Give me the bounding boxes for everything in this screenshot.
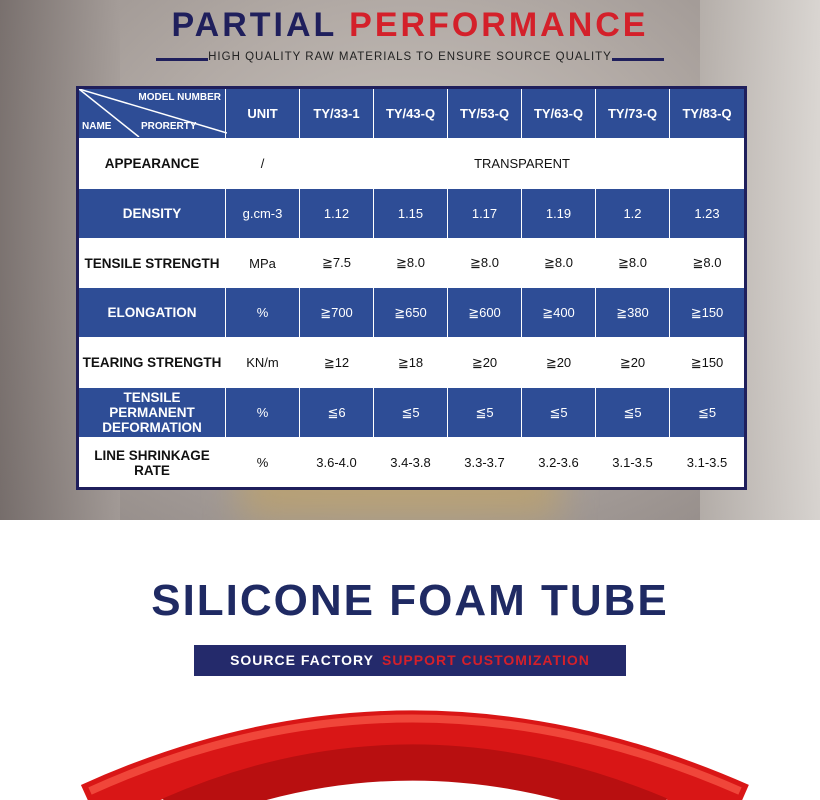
value-cell: ≧150	[669, 337, 746, 389]
model-header: TY/43-Q	[373, 87, 448, 139]
diagonal	[79, 89, 227, 134]
unit-cell: %	[225, 387, 300, 439]
badge-left: SOURCE FACTORY	[230, 652, 374, 668]
value-cell: 1.19	[521, 187, 596, 239]
unit-cell: g.cm-3	[225, 187, 300, 239]
unit-cell: /	[225, 137, 300, 189]
value-cell: 3.3-3.7	[447, 437, 522, 489]
value-cell: 3.4-3.8	[373, 437, 448, 489]
value-cell: ≦6	[299, 387, 374, 439]
model-header: TY/73-Q	[595, 87, 670, 139]
value-cell: ≦5	[595, 387, 670, 439]
corner-diagonals	[79, 89, 227, 137]
value-cell: ≧8.0	[447, 237, 522, 289]
property-name: TEARING STRENGTH	[77, 337, 226, 389]
data-row: LINE SHRINKAGE RATE% 3.6-4.0 3.4-3.8 3.3-3.…	[77, 437, 746, 489]
value-cell: ≧8.0	[669, 237, 746, 289]
model-header: TY/53-Q	[447, 87, 522, 139]
model-header: TY/63-Q	[521, 87, 596, 139]
value-cell: ≧650	[373, 287, 448, 339]
value-cell: ≧400	[521, 287, 596, 339]
value-cell: ≧700	[299, 287, 374, 339]
value-cell: ≧600	[447, 287, 522, 339]
unit-header: UNIT	[225, 87, 300, 139]
section-title: SILICONE FOAM TUBE	[151, 576, 669, 625]
data-row: TENSILE STRENGTH MPa ≧7.5 ≧8.0 ≧8.0 ≧8.0 ≧8.0 ≧…	[77, 237, 746, 289]
value-cell: ≦5	[521, 387, 596, 439]
unit-cell: MPa	[225, 237, 300, 289]
value-cell: ≧150	[669, 287, 746, 339]
unit-cell: %	[225, 437, 300, 489]
data-row: TENSILE PERMANENT DEFORMATION% ≦6 ≦5 ≦5 ≦5 ≦5…	[77, 387, 746, 439]
tube-highlight	[88, 714, 742, 795]
value-cell: ≧8.0	[521, 237, 596, 289]
property-name: TENSILE STRENGTH	[77, 237, 226, 289]
data-row: DENSITY g.cm-3 1.12 1.15 1.17 1.19 1.2 1.23	[77, 187, 746, 239]
diagonal	[79, 89, 140, 137]
value-cell: ≦5	[669, 387, 746, 439]
unit-cell: %	[225, 287, 300, 339]
value-cell: ≧18	[373, 337, 448, 389]
unit-cell: KN/m	[225, 337, 300, 389]
subtitle: HIGH QUALITY RAW MATERIALS TO ENSURE SOU…	[156, 51, 664, 63]
value-cell: ≦5	[447, 387, 522, 439]
value-cell: ≦5	[373, 387, 448, 439]
property-name: ELONGATION	[77, 287, 226, 339]
value-cell: ≧380	[595, 287, 670, 339]
value-cell: 3.1-3.5	[669, 437, 746, 489]
property-name: LINE SHRINKAGE RATE	[77, 437, 226, 489]
value-cell: 1.23	[669, 187, 746, 239]
value-cell: ≧12	[299, 337, 374, 389]
header-row: MODEL NUMBER NAME PRORERTY UNIT TY/33-1 TY/43…	[77, 87, 746, 139]
corner-cell: MODEL NUMBER NAME PRORERTY	[77, 87, 227, 139]
merged-value: TRANSPARENT	[299, 137, 746, 189]
value-cell: 1.12	[299, 187, 374, 239]
property-name: TENSILE PERMANENT DEFORMATION	[77, 387, 226, 439]
model-header: TY/33-1	[299, 87, 374, 139]
value-cell: 1.2	[595, 187, 670, 239]
tube-shape	[162, 744, 667, 800]
value-cell: ≧20	[521, 337, 596, 389]
value-cell: ≧8.0	[595, 237, 670, 289]
value-cell: ≧8.0	[373, 237, 448, 289]
value-cell: ≧20	[595, 337, 670, 389]
value-cell: ≧20	[447, 337, 522, 389]
corner-left: NAME	[82, 121, 112, 132]
title-right: PERFORMANCE	[349, 6, 649, 44]
badge: SOURCE FACTORY SUPPORT CUSTOMIZATION	[194, 645, 626, 676]
data-row: TEARING STRENGTH KN/m ≧12 ≧18 ≧20 ≧20 ≧20 ≧150	[77, 337, 746, 389]
corner-middle: PRORERTY	[141, 121, 197, 132]
value-cell: 3.6-4.0	[299, 437, 374, 489]
tube-image	[80, 710, 749, 800]
data-row: ELONGATION% ≧700 ≧650 ≧600 ≧400 ≧380 ≧150	[77, 287, 746, 339]
model-header: TY/83-Q	[669, 87, 746, 139]
value-cell: 3.2-3.6	[521, 437, 596, 489]
corner-top: MODEL NUMBER	[138, 92, 221, 103]
tube-shape	[80, 710, 749, 800]
header-title: PARTIAL PERFORMANCE	[0, 6, 820, 45]
badge-right: SUPPORT CUSTOMIZATION	[381, 652, 590, 668]
value-cell: ≧7.5	[299, 237, 374, 289]
value-cell: 1.15	[373, 187, 448, 239]
value-cell: 3.1-3.5	[595, 437, 670, 489]
spec-table: MODEL NUMBER NAME PRORERTY UNIT TY/33-1 TY/43…	[76, 86, 747, 490]
property-name: APPEARANCE	[77, 137, 226, 189]
data-row: APPEARANCE / TRANSPARENT	[77, 137, 746, 189]
value-cell: 1.17	[447, 187, 522, 239]
title-left: PARTIAL	[171, 6, 337, 44]
property-name: DENSITY	[77, 187, 226, 239]
